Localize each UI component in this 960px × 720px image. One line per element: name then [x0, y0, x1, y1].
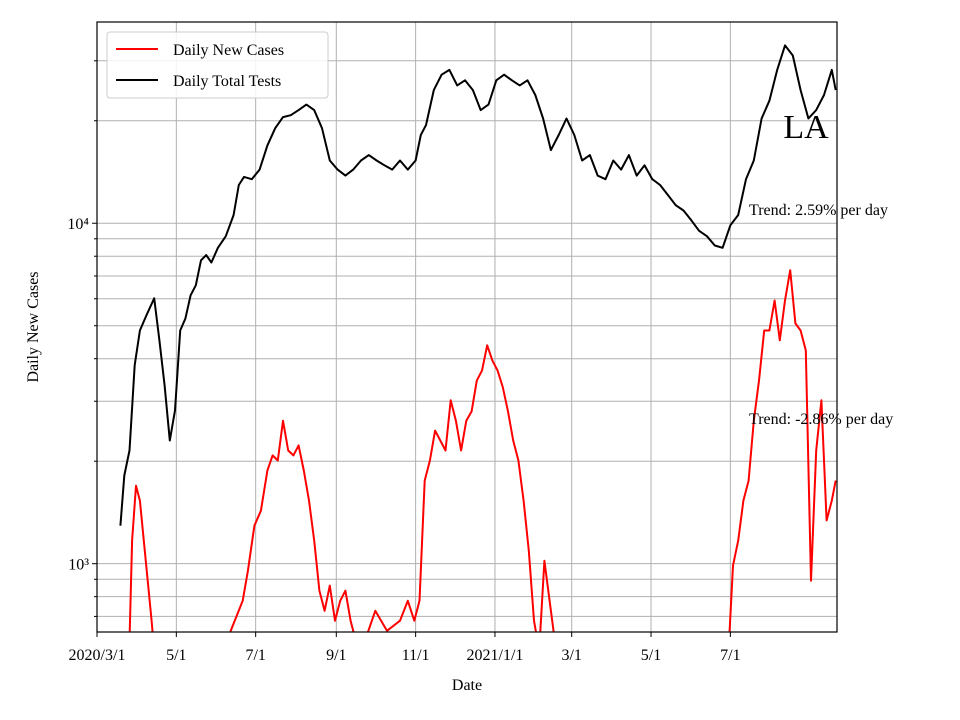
x-tick-label: 11/1 [402, 647, 430, 664]
x-tick-label: 5/1 [641, 647, 661, 664]
x-tick-label: 7/1 [720, 647, 740, 664]
x-tick-label: 3/1 [561, 647, 581, 664]
plot-lines [119, 44, 837, 632]
annotation: Trend: -2.86% per day [749, 411, 893, 428]
legend: Daily New Cases Daily Total Tests [106, 31, 329, 99]
y-axis-label: Daily New Cases [25, 271, 42, 382]
series-line [119, 44, 837, 526]
legend-label: Daily New Cases [173, 42, 284, 59]
annotation: LA [783, 109, 829, 146]
y-tick-label: 10⁴ [67, 216, 89, 233]
series-line [128, 269, 837, 632]
plot-frame [96, 21, 838, 633]
x-tick-label: 2020/3/1 [69, 647, 126, 664]
x-tick-label: 2021/1/1 [467, 647, 524, 664]
legend-box [106, 31, 329, 99]
y-tick-label: 10³ [68, 557, 89, 574]
ticks: 2020/3/1 5/1 7/1 9/1 11/1 2021/1/1 3/1 5/1 7/1 10… [67, 60, 741, 664]
x-tick-label: 9/1 [326, 647, 346, 664]
annotation: Trend: 2.59% per day [749, 202, 888, 219]
x-tick-label: 7/1 [245, 647, 265, 664]
x-tick-label: 5/1 [166, 647, 186, 664]
legend-label: Daily Total Tests [173, 73, 281, 90]
x-axis-label: Date [452, 677, 482, 694]
grid [96, 22, 837, 632]
